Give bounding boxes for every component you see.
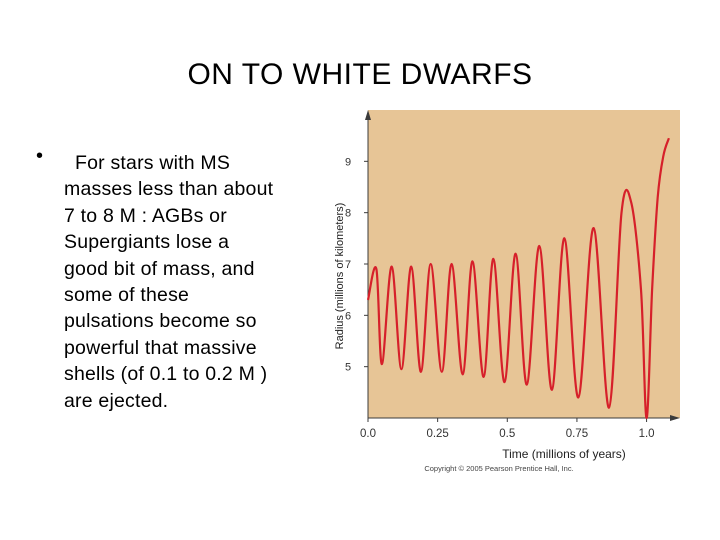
bullet-line: For stars with MS	[75, 152, 231, 174]
y-axis-arrow	[365, 110, 371, 120]
y-tick-label: 5	[345, 362, 351, 374]
x-tick-label: 0.25	[426, 428, 448, 440]
y-tick-label: 9	[345, 156, 351, 168]
bullet-line: some of these	[64, 284, 190, 307]
slide-title: ON TO WHITE DWARFS	[187, 58, 533, 91]
x-tick-label: 0.0	[360, 428, 376, 440]
bullet-line: Supergiants lose a	[64, 231, 230, 254]
bullet-line: masses less than about	[64, 178, 274, 201]
radius-series-line	[366, 137, 670, 420]
y-tick-label: 6	[345, 310, 351, 322]
x-tick-label: 0.5	[499, 428, 515, 440]
bullet-line: good bit of mass, and	[64, 257, 255, 280]
chart-svg: 5 6 7 8 9 0.0 0.25 0.5 0.75 1.0 Time (millions of …	[334, 110, 680, 473]
x-axis-arrow	[670, 415, 680, 421]
bullet-line: pulsations become so	[64, 310, 257, 333]
bullet-dot: •	[36, 145, 44, 167]
copyright-text: Copyright © 2005 Pearson Prentice Hall, …	[424, 464, 573, 473]
x-axis-label: Time (millions of years)	[502, 447, 626, 461]
bullet-line: powerful that massive	[64, 336, 257, 359]
radius-chart: 5 6 7 8 9 0.0 0.25 0.5 0.75 1.0 Time (millions of …	[328, 106, 690, 476]
bullet-line: 7 to 8 M : AGBs or	[64, 204, 227, 227]
x-tick-label: 0.75	[566, 428, 588, 440]
bullet-text: For stars with MS masses less than about…	[64, 150, 334, 414]
bullet-line: are ejected.	[64, 389, 169, 412]
x-tick-label: 1.0	[639, 428, 655, 440]
y-axis-label: Radius (millions of kilometers)	[334, 203, 346, 350]
y-tick-label: 7	[345, 259, 351, 271]
y-tick-label: 8	[345, 208, 351, 220]
bullet-line: shells (of 0.1 to 0.2 M )	[64, 363, 268, 386]
